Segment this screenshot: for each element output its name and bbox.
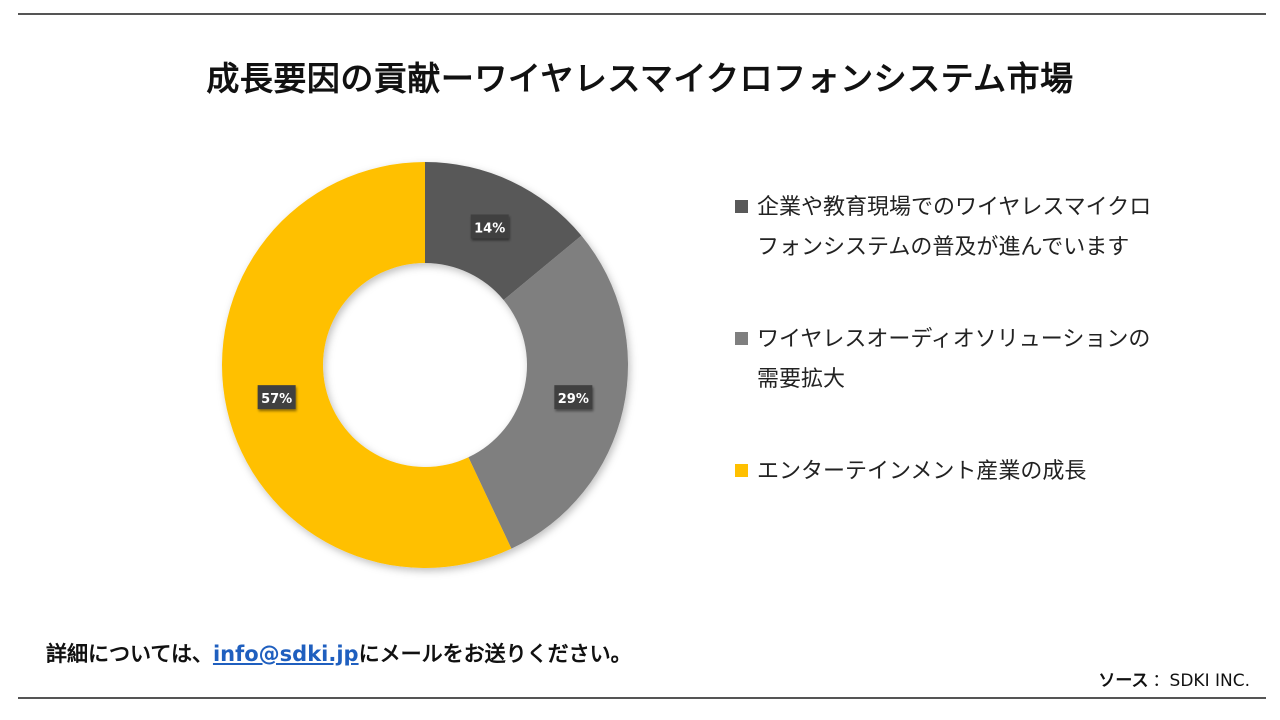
legend-label: ワイヤレスオーディオソリューションの需要拡大 xyxy=(757,327,1151,392)
chart-title: 成長要因の貢献ーワイヤレスマイクロフォンシステム市場 xyxy=(206,59,1074,98)
data-label-box xyxy=(257,385,296,410)
legend-swatch xyxy=(735,332,748,345)
legend-label: エンターテインメント産業の成長 xyxy=(757,459,1087,484)
top-rule xyxy=(18,13,1266,15)
legend-swatch xyxy=(735,464,748,477)
contact-note: 詳細については、info@sdki.jpにメールをお送りください。 xyxy=(46,638,632,668)
legend-label: 企業や教育現場でのワイヤレスマイクロフォンシステムの普及が進んでいます xyxy=(757,195,1152,260)
data-label-box xyxy=(470,214,509,239)
contact-suffix: にメールをお送りください。 xyxy=(358,642,632,666)
data-label-box xyxy=(554,385,593,410)
email-link[interactable]: info@sdki.jp xyxy=(212,642,359,666)
data-label-text: 14% xyxy=(474,221,505,236)
source-value: ：SDKI INC. xyxy=(1152,671,1250,691)
data-label-text: 57% xyxy=(261,392,292,407)
source-credit: ソース ：SDKI INC. xyxy=(1098,666,1250,691)
source-label: ソース xyxy=(1098,671,1149,691)
donut-slice-3 xyxy=(221,161,512,568)
data-label-1: 14% xyxy=(470,214,509,239)
data-label-3: 57% xyxy=(257,385,296,410)
data-label-2: 29% xyxy=(554,385,593,410)
legend-swatch xyxy=(735,200,748,213)
donut-slice-2 xyxy=(468,235,628,549)
contact-prefix: 詳細については、 xyxy=(46,642,213,666)
data-label-text: 29% xyxy=(558,392,589,407)
bottom-rule xyxy=(18,697,1266,699)
